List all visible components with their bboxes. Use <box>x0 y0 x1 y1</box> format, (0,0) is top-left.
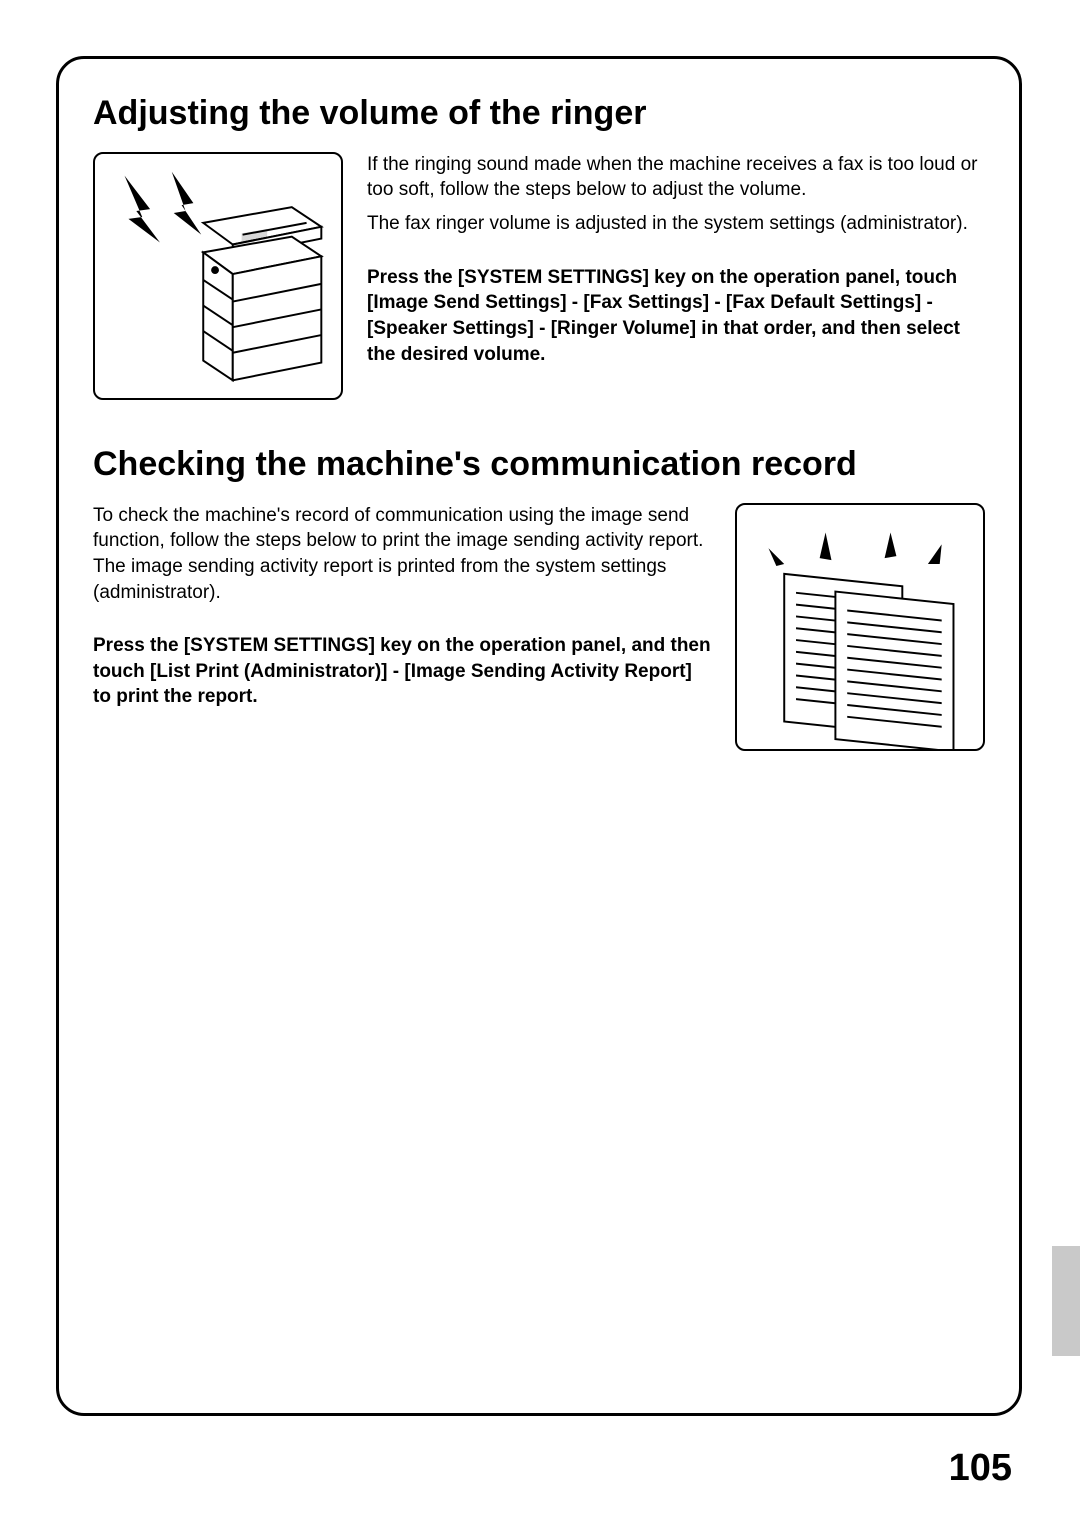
page-frame: Adjusting the volume of the ringer <box>56 56 1022 1416</box>
section1-heading: Adjusting the volume of the ringer <box>93 93 985 134</box>
section2-instruction: Press the [SYSTEM SETTINGS] key on the o… <box>93 633 711 710</box>
section2-text: To check the machine's record of communi… <box>93 503 711 751</box>
ringer-illustration <box>93 152 343 400</box>
page-number: 105 <box>949 1447 1012 1490</box>
section1-para1: If the ringing sound made when the machi… <box>367 152 985 203</box>
report-pages-icon <box>737 503 983 751</box>
report-illustration <box>735 503 985 751</box>
section1-row: If the ringing sound made when the machi… <box>93 152 985 400</box>
printer-ringing-icon <box>95 152 341 400</box>
side-tab <box>1052 1246 1080 1356</box>
section2-heading: Checking the machine's communication rec… <box>93 444 985 485</box>
section1-para2: The fax ringer volume is adjusted in the… <box>367 211 985 237</box>
section1-instruction: Press the [SYSTEM SETTINGS] key on the o… <box>367 265 985 368</box>
section2-para1: To check the machine's record of communi… <box>93 503 711 606</box>
section1-text: If the ringing sound made when the machi… <box>367 152 985 400</box>
section2-row: To check the machine's record of communi… <box>93 503 985 751</box>
